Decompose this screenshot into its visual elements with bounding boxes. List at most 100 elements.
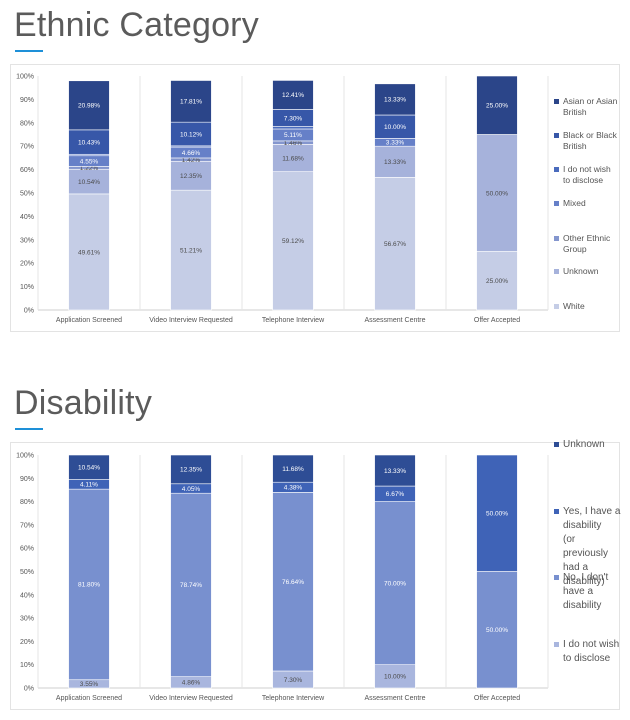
data-label: 12.35% [180,467,202,474]
legend-swatch [554,642,559,647]
data-label: 51.21% [180,247,202,254]
data-label: 50.00% [486,190,508,197]
bar-segment [374,145,416,178]
bar-segment [476,134,518,252]
bar-segment [476,571,518,689]
data-label: 3.55% [80,681,99,688]
bar-segment [170,492,212,677]
legend-label: I do not wish to disclose [563,639,619,664]
data-label: 59.12% [282,238,304,245]
legend-swatch [554,99,559,104]
data-label: 4.86% [182,680,201,687]
x-tick-label: Application Screened [56,695,122,702]
legend-label: Unknown [563,439,605,450]
y-tick-label: 40% [20,214,34,221]
bar-segment [374,83,416,116]
data-label: 13.33% [384,468,406,475]
data-label: 1.46% [284,140,303,147]
x-tick-label: Assessment Centre [364,695,425,702]
data-label: 4.38% [284,485,303,492]
y-tick-label: 0% [24,308,34,315]
y-tick-label: 100% [16,74,34,81]
data-label: 10.43% [78,139,100,146]
legend-label: I do not wish to disclose [563,164,611,185]
data-label: 4.66% [182,150,201,157]
legend-swatch [554,575,559,580]
legend-label: Unknown [563,266,599,276]
data-label: 4.55% [80,158,99,165]
data-label: 3.33% [386,140,405,147]
x-tick-label: Video Interview Requested [149,695,233,702]
y-tick-label: 0% [24,686,34,693]
legend-label: Asian or Asian British [563,96,618,117]
data-label: 56.67% [384,241,406,248]
data-label: 76.64% [282,579,304,586]
bar-segment [170,189,212,311]
y-tick-label: 90% [20,476,34,483]
legend-label: Yes, I have a disability (or previously had … [563,506,621,587]
legend-swatch [554,133,559,138]
data-label: 1.22% [80,165,99,172]
x-tick-label: Video Interview Requested [149,317,233,324]
y-tick-label: 50% [20,191,34,198]
bar-segment [272,492,314,672]
data-label: 12.41% [282,92,304,99]
data-label: 50.00% [486,511,508,518]
legend-swatch [554,167,559,172]
data-label: 13.33% [384,97,406,104]
data-label: 12.35% [180,173,202,180]
bar-segment [374,501,416,666]
y-tick-label: 80% [20,499,34,506]
data-label: 25.00% [486,278,508,285]
legend-label: White [563,301,585,311]
data-label: 10.00% [384,124,406,131]
data-label: 20.98% [78,103,100,110]
y-tick-label: 50% [20,569,34,576]
data-label: 78.74% [180,582,202,589]
data-label: 50.00% [486,627,508,634]
data-label: 11.68% [282,155,304,162]
y-tick-label: 70% [20,144,34,151]
legend-label: Black or Black British [563,130,618,151]
y-tick-label: 80% [20,120,34,127]
legend-swatch [554,201,559,206]
y-tick-label: 100% [16,453,34,460]
bar-segment [68,168,110,195]
data-label: 4.05% [182,486,201,493]
bar-segment [476,454,518,572]
bar-segment [374,177,416,311]
bar-segment [272,144,314,172]
disability-chart-frame [10,442,620,710]
legend-label: No, I don't have a disability [563,572,608,611]
ethnic-category-title: Ethnic Category [14,6,259,44]
bar-segment [68,454,110,480]
legend-swatch [554,509,559,514]
data-label: 7.30% [284,677,303,684]
bar-segment [272,454,314,483]
disability-title: Disability [14,384,153,422]
y-tick-label: 90% [20,97,34,104]
data-label: 11.68% [282,466,304,473]
data-label: 10.54% [78,179,100,186]
data-label: 70.00% [384,580,406,587]
legend-swatch [554,304,559,309]
data-label: 7.30% [284,115,303,122]
bar-segment [68,488,110,681]
y-tick-label: 40% [20,592,34,599]
disability-title-underline [15,428,43,430]
data-label: 17.81% [180,99,202,106]
y-tick-label: 20% [20,261,34,268]
y-tick-label: 20% [20,639,34,646]
x-tick-label: Assessment Centre [364,317,425,324]
x-tick-label: Telephone Interview [262,317,325,324]
bar-segment [68,80,110,131]
data-label: 49.61% [78,249,100,256]
legend-swatch [554,269,559,274]
legend-label: Mixed [563,198,586,208]
data-label: 10.00% [384,674,406,681]
bar-segment [272,80,314,110]
legend-swatch [554,442,559,447]
bar-segment [374,454,416,487]
data-label: 5.11% [284,132,302,139]
